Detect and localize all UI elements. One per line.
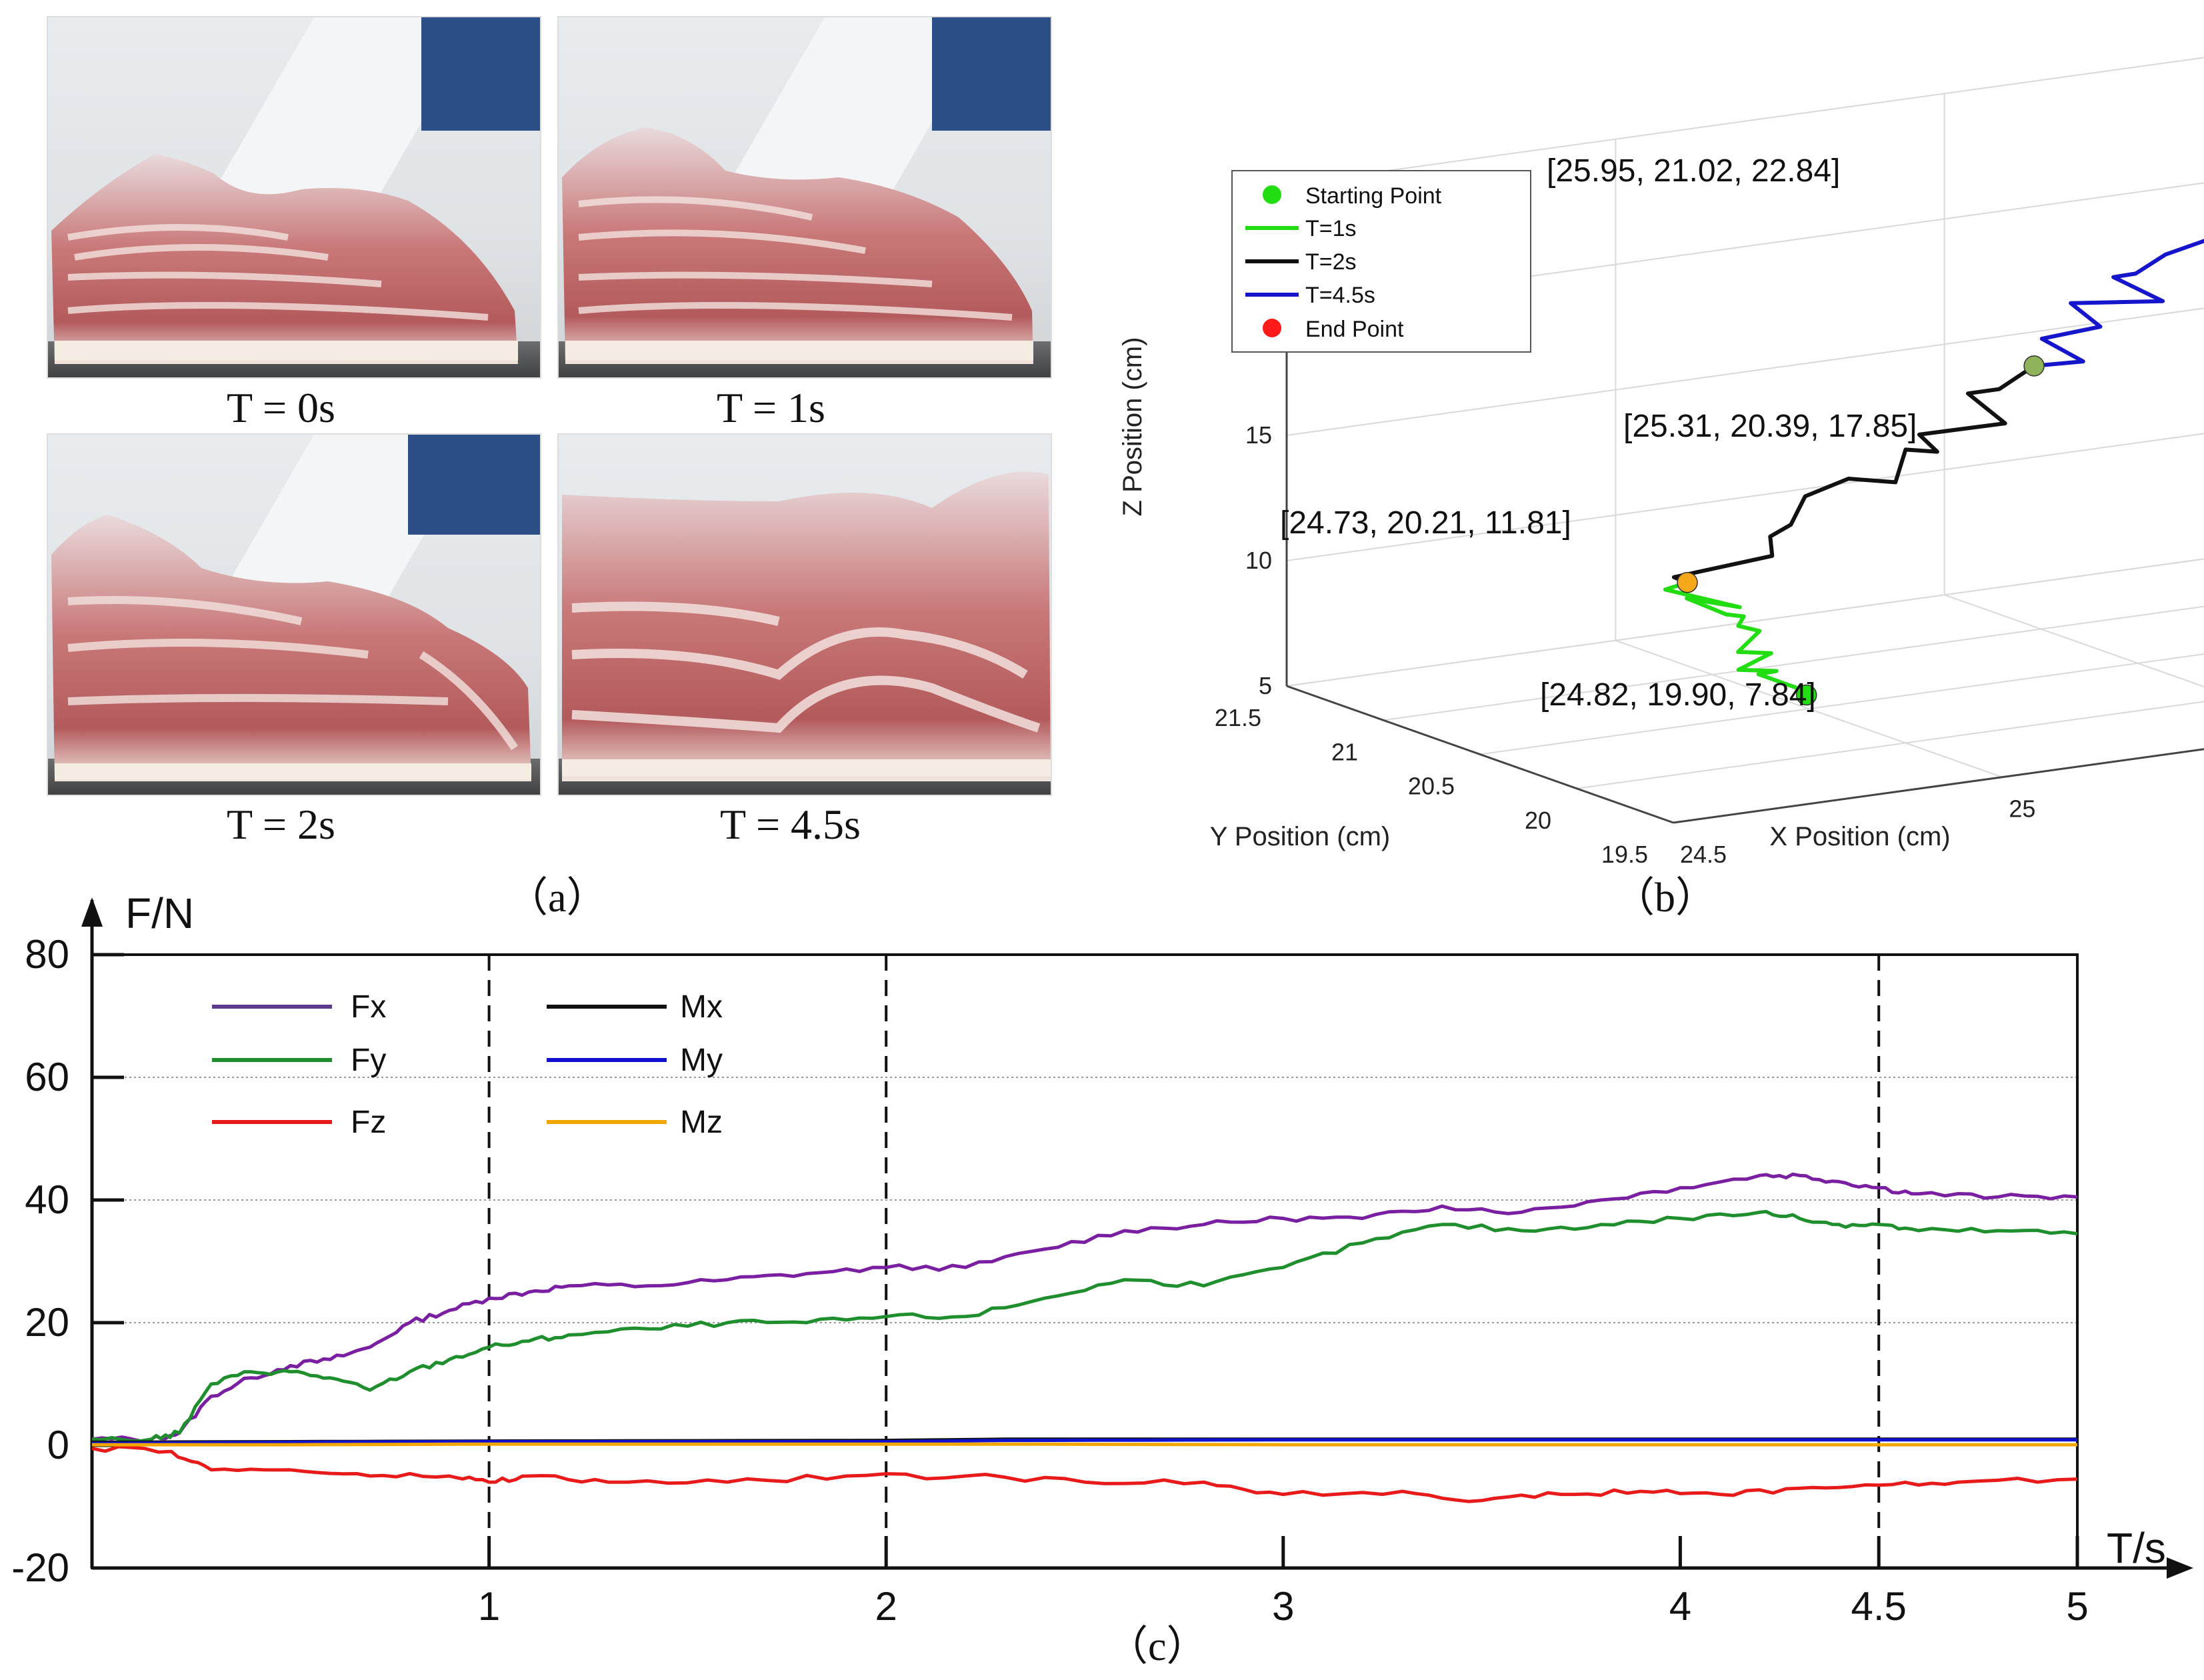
marker-start [1795,684,1817,706]
floor-grid-line [1383,605,2204,721]
legend-label-mz: Mz [680,1105,723,1140]
trajectory-t2 [1671,364,2035,585]
marker-t2 [2023,355,2045,377]
y-tick-label: 20.5 [1408,773,1455,800]
series-fz [91,1445,2078,1503]
x-tick-label: 3 [1272,1584,1294,1629]
floor-grid-line [1479,653,2204,755]
annotation-t2: [25.31, 20.39, 17.85] [1623,409,1917,444]
z-axis-label: Z Position (cm) [1118,337,1147,517]
force-chart-axes [81,897,2193,1579]
legend-label-t45: T=4.5s [1305,283,1375,308]
z-tick-label: 15 [1245,421,1272,449]
photo-t1 [557,16,1052,379]
series-my [91,1438,2077,1445]
x-tick-label: 1 [478,1584,500,1629]
plot3d-markers [1677,355,2045,706]
wall-grid-line [1286,558,2204,687]
legend-label-t1: T=1s [1305,216,1357,241]
y-tick-label: 21.5 [1215,704,1261,731]
photo-t45 [557,433,1052,796]
annotation-t1: [24.73, 20.21, 11.81] [1280,505,1571,541]
pork-slab-image [562,127,1033,364]
y-axis-line [1286,685,1674,824]
y-tick-label: 21 [1331,738,1358,765]
force-x-axis-label: T/s [2107,1524,2166,1572]
force-chart-legend: Fx Fy Fz Mx My Mz [212,989,723,1140]
x-tick-label: 2 [875,1584,897,1629]
x-tick-label: 25 [2009,795,2035,823]
z-tick-label: 5 [1259,672,1272,699]
y-tick-label: 80 [25,932,69,977]
legend-marker-start [1263,185,1281,204]
y-tick-label: 19.5 [1601,841,1648,867]
series-mz [92,1442,2077,1447]
floor-grid-line [1944,594,2204,688]
wall-grid-line [1286,57,2204,185]
pork-slab-image [562,471,1051,781]
z-tick-label: 10 [1245,547,1272,574]
legend-label-mx: Mx [680,989,723,1025]
x-tick-label: 4 [1669,1584,1691,1629]
floor-grid-line [1576,701,2204,789]
pork-slab-image [51,154,518,364]
y-tick-label: -20 [11,1545,69,1590]
panel-c-label: （c） [1107,1624,1208,1669]
wall-grid-line [1286,433,2204,561]
trajectory-t45 [2033,239,2204,368]
plot3d-trajectory [1663,239,2204,697]
y-tick-label: 40 [25,1177,69,1222]
legend-marker-end [1263,319,1281,337]
photo-t0 [47,16,541,379]
legend-label-fy: Fy [351,1043,386,1078]
legend-label-end: End Point [1305,317,1404,342]
x-tick-label: 5 [2066,1584,2088,1629]
caption-t1: T = 1s [717,384,825,431]
y-tick-label: 0 [47,1423,69,1467]
series-fx [91,1172,2078,1443]
caption-t2: T = 2s [227,801,335,848]
marker-t1 [1677,571,1698,593]
y-tick-label: 20 [1525,807,1551,834]
plot3d-legend: Starting Point T=1s T=2s T=4.5s End Poin… [1231,170,1531,353]
force-chart-grid [92,955,2077,1568]
legend-label-fx: Fx [351,989,386,1025]
trajectory-t1 [1663,580,1808,697]
panel-b-label: （b） [1613,875,1717,921]
y-axis-label: Y Position (cm) [1210,822,1390,851]
y-tick-label: 20 [25,1300,69,1345]
force-chart-ticks: 80 60 40 20 0 -20 1 2 3 4 4.5 5 [11,932,2088,1629]
series-fy [91,1209,2078,1443]
wall-grid-line [1286,307,2204,436]
pork-slab-image [51,515,531,781]
legend-label-my: My [680,1043,723,1078]
panel-a-label: （a） [507,875,608,921]
x-tick-label: 24.5 [1680,841,1727,867]
annotation-t45: [25.95, 21.02, 22.84] [1547,153,1840,189]
x-axis-arrow [2167,1557,2193,1579]
x-axis-label: X Position (cm) [1769,822,1950,851]
legend-label-fz: Fz [351,1105,386,1140]
x-axis-line [1673,748,2204,824]
annotation-start: [24.82, 19.90, 7.84] [1540,677,1816,713]
y-axis-arrow [81,897,103,927]
y-tick-label: 60 [25,1055,69,1099]
force-torque-chart: 80 60 40 20 0 -20 1 2 3 4 4.5 5 F/N T/s Fx Fy Fz Mx… [11,889,2193,1629]
force-chart-series [91,1172,2078,1503]
force-y-axis-label: F/N [125,889,194,937]
legend-label-start: Starting Point [1305,183,1442,209]
photo-t2 [47,433,541,796]
legend-label-t2: T=2s [1305,249,1357,275]
x-tick-label: 4.5 [1851,1584,1906,1629]
caption-t45: T = 4.5s [720,801,861,848]
caption-t0: T = 0s [227,384,335,431]
